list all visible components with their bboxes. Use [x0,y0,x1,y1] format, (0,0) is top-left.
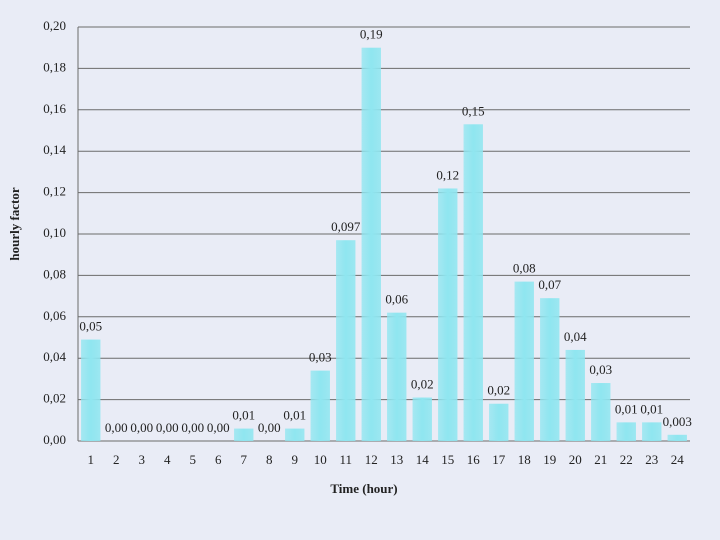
value-label: 0,01 [232,408,255,423]
x-tick-label: 17 [492,452,506,467]
x-tick-label: 10 [314,452,327,467]
value-label: 0,01 [615,401,638,416]
bar [81,339,101,441]
value-label: 0,01 [283,408,306,423]
value-label: 0,00 [156,420,179,435]
value-label: 0,02 [411,377,434,392]
bar [336,240,356,441]
x-tick-label: 16 [467,452,481,467]
value-label: 0,00 [258,420,281,435]
x-tick-label: 12 [365,452,378,467]
bar [540,298,560,441]
value-label: 0,03 [589,362,612,377]
bar [642,422,662,441]
value-label: 0,12 [436,167,459,182]
x-tick-label: 23 [645,452,658,467]
value-label: 0,00 [181,420,204,435]
value-label: 0,05 [79,319,102,334]
value-label: 0,07 [538,277,561,292]
y-tick-label: 0,12 [43,184,66,199]
bar [285,428,305,441]
x-tick-label: 6 [215,452,222,467]
x-axis-title: Time (hour) [330,481,397,496]
x-tick-label: 11 [339,452,352,467]
bar [514,281,534,441]
value-label: 0,19 [360,27,383,42]
bar [310,370,330,441]
bar [438,188,458,441]
value-label: 0,15 [462,103,485,118]
x-tick-label: 18 [518,452,531,467]
bar [616,422,636,441]
bar [412,397,432,441]
bar [463,124,483,441]
bar [489,403,509,441]
y-tick-label: 0,00 [43,432,66,447]
bar [591,383,611,441]
y-tick-label: 0,20 [43,18,66,33]
value-label: 0,00 [105,420,128,435]
y-tick-label: 0,04 [43,349,66,364]
value-label: 0,02 [487,383,510,398]
value-label: 0,097 [331,219,361,234]
value-label: 0,003 [663,414,692,429]
y-tick-label: 0,02 [43,391,66,406]
value-label: 0,06 [385,292,408,307]
bar [361,47,381,441]
x-tick-label: 20 [569,452,582,467]
x-tick-label: 9 [292,452,299,467]
x-tick-label: 14 [416,452,430,467]
x-tick-label: 24 [671,452,685,467]
x-tick-label: 2 [113,452,120,467]
value-label: 0,08 [513,261,536,276]
value-label: 0,00 [207,420,230,435]
x-tick-label: 13 [390,452,403,467]
bar [234,428,254,441]
value-label: 0,00 [130,420,153,435]
y-tick-label: 0,06 [43,308,66,323]
x-tick-label: 1 [88,452,95,467]
bar [565,349,585,441]
y-tick-label: 0,08 [43,266,66,281]
y-axis-title: hourly factor [7,187,22,261]
y-tick-label: 0,16 [43,101,66,116]
y-tick-label: 0,18 [43,59,66,74]
x-tick-label: 5 [190,452,197,467]
x-tick-label: 7 [241,452,248,467]
bar [667,434,687,441]
x-tick-label: 15 [441,452,454,467]
bar [387,312,407,441]
x-tick-label: 22 [620,452,633,467]
x-tick-label: 21 [594,452,607,467]
x-tick-label: 3 [139,452,146,467]
x-tick-label: 4 [164,452,171,467]
value-label: 0,01 [640,401,663,416]
y-tick-label: 0,10 [43,225,66,240]
value-label: 0,04 [564,329,587,344]
y-tick-label: 0,14 [43,142,66,157]
x-tick-label: 19 [543,452,556,467]
value-label: 0,03 [309,350,332,365]
x-tick-label: 8 [266,452,273,467]
